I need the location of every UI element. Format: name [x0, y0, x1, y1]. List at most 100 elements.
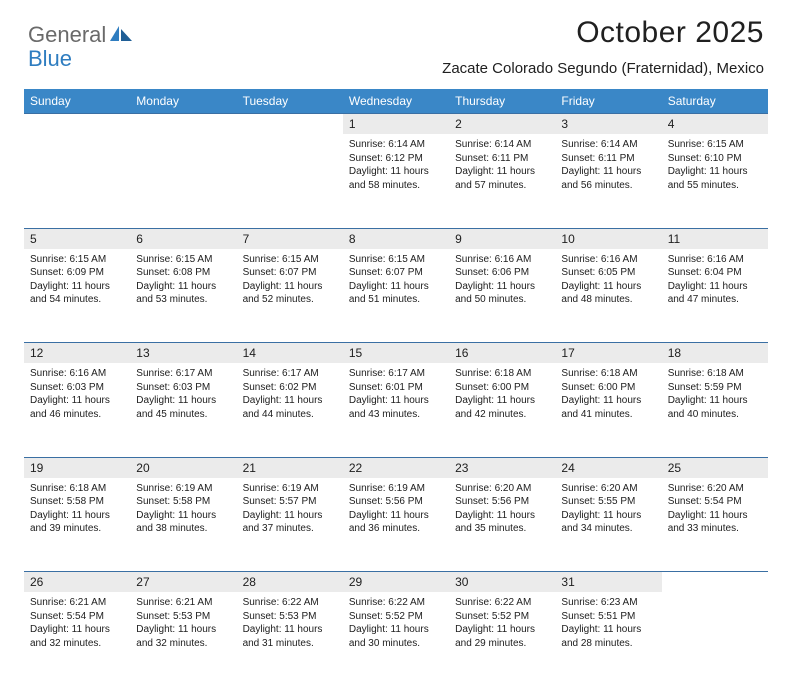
sunrise-line: Sunrise: 6:22 AM [349, 596, 443, 610]
sunset-line: Sunset: 6:05 PM [561, 266, 655, 280]
sunset-line: Sunset: 6:00 PM [455, 381, 549, 395]
day-content-cell: Sunrise: 6:16 AMSunset: 6:04 PMDaylight:… [662, 249, 768, 343]
day-details: Sunrise: 6:15 AMSunset: 6:09 PMDaylight:… [24, 249, 130, 313]
sunrise-line: Sunrise: 6:18 AM [668, 367, 762, 381]
day-content-cell [237, 134, 343, 228]
day-number-cell: 22 [343, 457, 449, 478]
daylight-line: Daylight: 11 hours and 52 minutes. [243, 280, 337, 307]
day-number-cell: 19 [24, 457, 130, 478]
page-title: October 2025 [442, 16, 764, 50]
day-number-cell: 8 [343, 228, 449, 249]
sunrise-line: Sunrise: 6:17 AM [349, 367, 443, 381]
calendar-table: Sunday Monday Tuesday Wednesday Thursday… [24, 89, 768, 686]
content-row: Sunrise: 6:18 AMSunset: 5:58 PMDaylight:… [24, 478, 768, 572]
sunrise-line: Sunrise: 6:19 AM [349, 482, 443, 496]
day-content-cell: Sunrise: 6:15 AMSunset: 6:07 PMDaylight:… [343, 249, 449, 343]
daylight-line: Daylight: 11 hours and 57 minutes. [455, 165, 549, 192]
sunset-line: Sunset: 6:02 PM [243, 381, 337, 395]
day-header: Monday [130, 89, 236, 114]
sunset-line: Sunset: 6:10 PM [668, 152, 762, 166]
sunrise-line: Sunrise: 6:23 AM [561, 596, 655, 610]
daylight-line: Daylight: 11 hours and 36 minutes. [349, 509, 443, 536]
day-details: Sunrise: 6:20 AMSunset: 5:55 PMDaylight:… [555, 478, 661, 542]
day-details: Sunrise: 6:16 AMSunset: 6:05 PMDaylight:… [555, 249, 661, 313]
daynum-row: 567891011 [24, 228, 768, 249]
sunrise-line: Sunrise: 6:22 AM [243, 596, 337, 610]
day-number-cell [24, 114, 130, 135]
day-header-row: Sunday Monday Tuesday Wednesday Thursday… [24, 89, 768, 114]
location-subtitle: Zacate Colorado Segundo (Fraternidad), M… [442, 60, 764, 77]
day-number-cell: 20 [130, 457, 236, 478]
day-content-cell: Sunrise: 6:19 AMSunset: 5:58 PMDaylight:… [130, 478, 236, 572]
day-number-cell: 13 [130, 343, 236, 364]
day-details: Sunrise: 6:17 AMSunset: 6:01 PMDaylight:… [343, 363, 449, 427]
daylight-line: Daylight: 11 hours and 38 minutes. [136, 509, 230, 536]
day-header: Tuesday [237, 89, 343, 114]
day-content-cell: Sunrise: 6:22 AMSunset: 5:53 PMDaylight:… [237, 592, 343, 686]
sunset-line: Sunset: 6:00 PM [561, 381, 655, 395]
day-number-cell: 11 [662, 228, 768, 249]
day-content-cell: Sunrise: 6:14 AMSunset: 6:12 PMDaylight:… [343, 134, 449, 228]
sunrise-line: Sunrise: 6:18 AM [30, 482, 124, 496]
day-number-cell [130, 114, 236, 135]
daylight-line: Daylight: 11 hours and 54 minutes. [30, 280, 124, 307]
day-content-cell: Sunrise: 6:17 AMSunset: 6:02 PMDaylight:… [237, 363, 343, 457]
daylight-line: Daylight: 11 hours and 48 minutes. [561, 280, 655, 307]
logo-text-general: General [28, 22, 106, 48]
day-details: Sunrise: 6:15 AMSunset: 6:10 PMDaylight:… [662, 134, 768, 198]
day-number-cell: 7 [237, 228, 343, 249]
daylight-line: Daylight: 11 hours and 43 minutes. [349, 394, 443, 421]
day-details: Sunrise: 6:16 AMSunset: 6:04 PMDaylight:… [662, 249, 768, 313]
day-number-cell: 6 [130, 228, 236, 249]
sunset-line: Sunset: 5:56 PM [349, 495, 443, 509]
sunset-line: Sunset: 5:56 PM [455, 495, 549, 509]
sunrise-line: Sunrise: 6:19 AM [243, 482, 337, 496]
daylight-line: Daylight: 11 hours and 46 minutes. [30, 394, 124, 421]
day-details: Sunrise: 6:19 AMSunset: 5:57 PMDaylight:… [237, 478, 343, 542]
daynum-row: 12131415161718 [24, 343, 768, 364]
daynum-row: 19202122232425 [24, 457, 768, 478]
sunset-line: Sunset: 5:55 PM [561, 495, 655, 509]
sunrise-line: Sunrise: 6:15 AM [243, 253, 337, 267]
sunrise-line: Sunrise: 6:17 AM [243, 367, 337, 381]
daylight-line: Daylight: 11 hours and 50 minutes. [455, 280, 549, 307]
day-details: Sunrise: 6:19 AMSunset: 5:56 PMDaylight:… [343, 478, 449, 542]
day-number-cell: 30 [449, 572, 555, 593]
day-header: Sunday [24, 89, 130, 114]
sunset-line: Sunset: 6:01 PM [349, 381, 443, 395]
logo-sails-icon [108, 23, 134, 48]
day-content-cell: Sunrise: 6:22 AMSunset: 5:52 PMDaylight:… [449, 592, 555, 686]
daynum-row: 262728293031 [24, 572, 768, 593]
day-content-cell: Sunrise: 6:23 AMSunset: 5:51 PMDaylight:… [555, 592, 661, 686]
day-details: Sunrise: 6:18 AMSunset: 6:00 PMDaylight:… [449, 363, 555, 427]
logo-text-blue: Blue [28, 46, 72, 71]
day-number-cell: 16 [449, 343, 555, 364]
daylight-line: Daylight: 11 hours and 39 minutes. [30, 509, 124, 536]
day-details: Sunrise: 6:14 AMSunset: 6:11 PMDaylight:… [555, 134, 661, 198]
sunset-line: Sunset: 6:03 PM [136, 381, 230, 395]
day-details: Sunrise: 6:23 AMSunset: 5:51 PMDaylight:… [555, 592, 661, 656]
day-number-cell: 10 [555, 228, 661, 249]
sunrise-line: Sunrise: 6:16 AM [30, 367, 124, 381]
day-details: Sunrise: 6:20 AMSunset: 5:56 PMDaylight:… [449, 478, 555, 542]
day-content-cell: Sunrise: 6:20 AMSunset: 5:54 PMDaylight:… [662, 478, 768, 572]
content-row: Sunrise: 6:21 AMSunset: 5:54 PMDaylight:… [24, 592, 768, 686]
day-content-cell: Sunrise: 6:15 AMSunset: 6:07 PMDaylight:… [237, 249, 343, 343]
content-row: Sunrise: 6:15 AMSunset: 6:09 PMDaylight:… [24, 249, 768, 343]
daylight-line: Daylight: 11 hours and 34 minutes. [561, 509, 655, 536]
day-number-cell: 27 [130, 572, 236, 593]
day-content-cell: Sunrise: 6:19 AMSunset: 5:56 PMDaylight:… [343, 478, 449, 572]
day-number-cell: 21 [237, 457, 343, 478]
day-details: Sunrise: 6:22 AMSunset: 5:53 PMDaylight:… [237, 592, 343, 656]
logo-text-blue-wrap: Blue [28, 46, 72, 72]
sunrise-line: Sunrise: 6:14 AM [455, 138, 549, 152]
sunset-line: Sunset: 5:54 PM [668, 495, 762, 509]
sunset-line: Sunset: 6:11 PM [455, 152, 549, 166]
sunrise-line: Sunrise: 6:21 AM [136, 596, 230, 610]
daylight-line: Daylight: 11 hours and 42 minutes. [455, 394, 549, 421]
daylight-line: Daylight: 11 hours and 51 minutes. [349, 280, 443, 307]
sunrise-line: Sunrise: 6:20 AM [455, 482, 549, 496]
day-details: Sunrise: 6:14 AMSunset: 6:12 PMDaylight:… [343, 134, 449, 198]
sunrise-line: Sunrise: 6:21 AM [30, 596, 124, 610]
day-number-cell: 14 [237, 343, 343, 364]
